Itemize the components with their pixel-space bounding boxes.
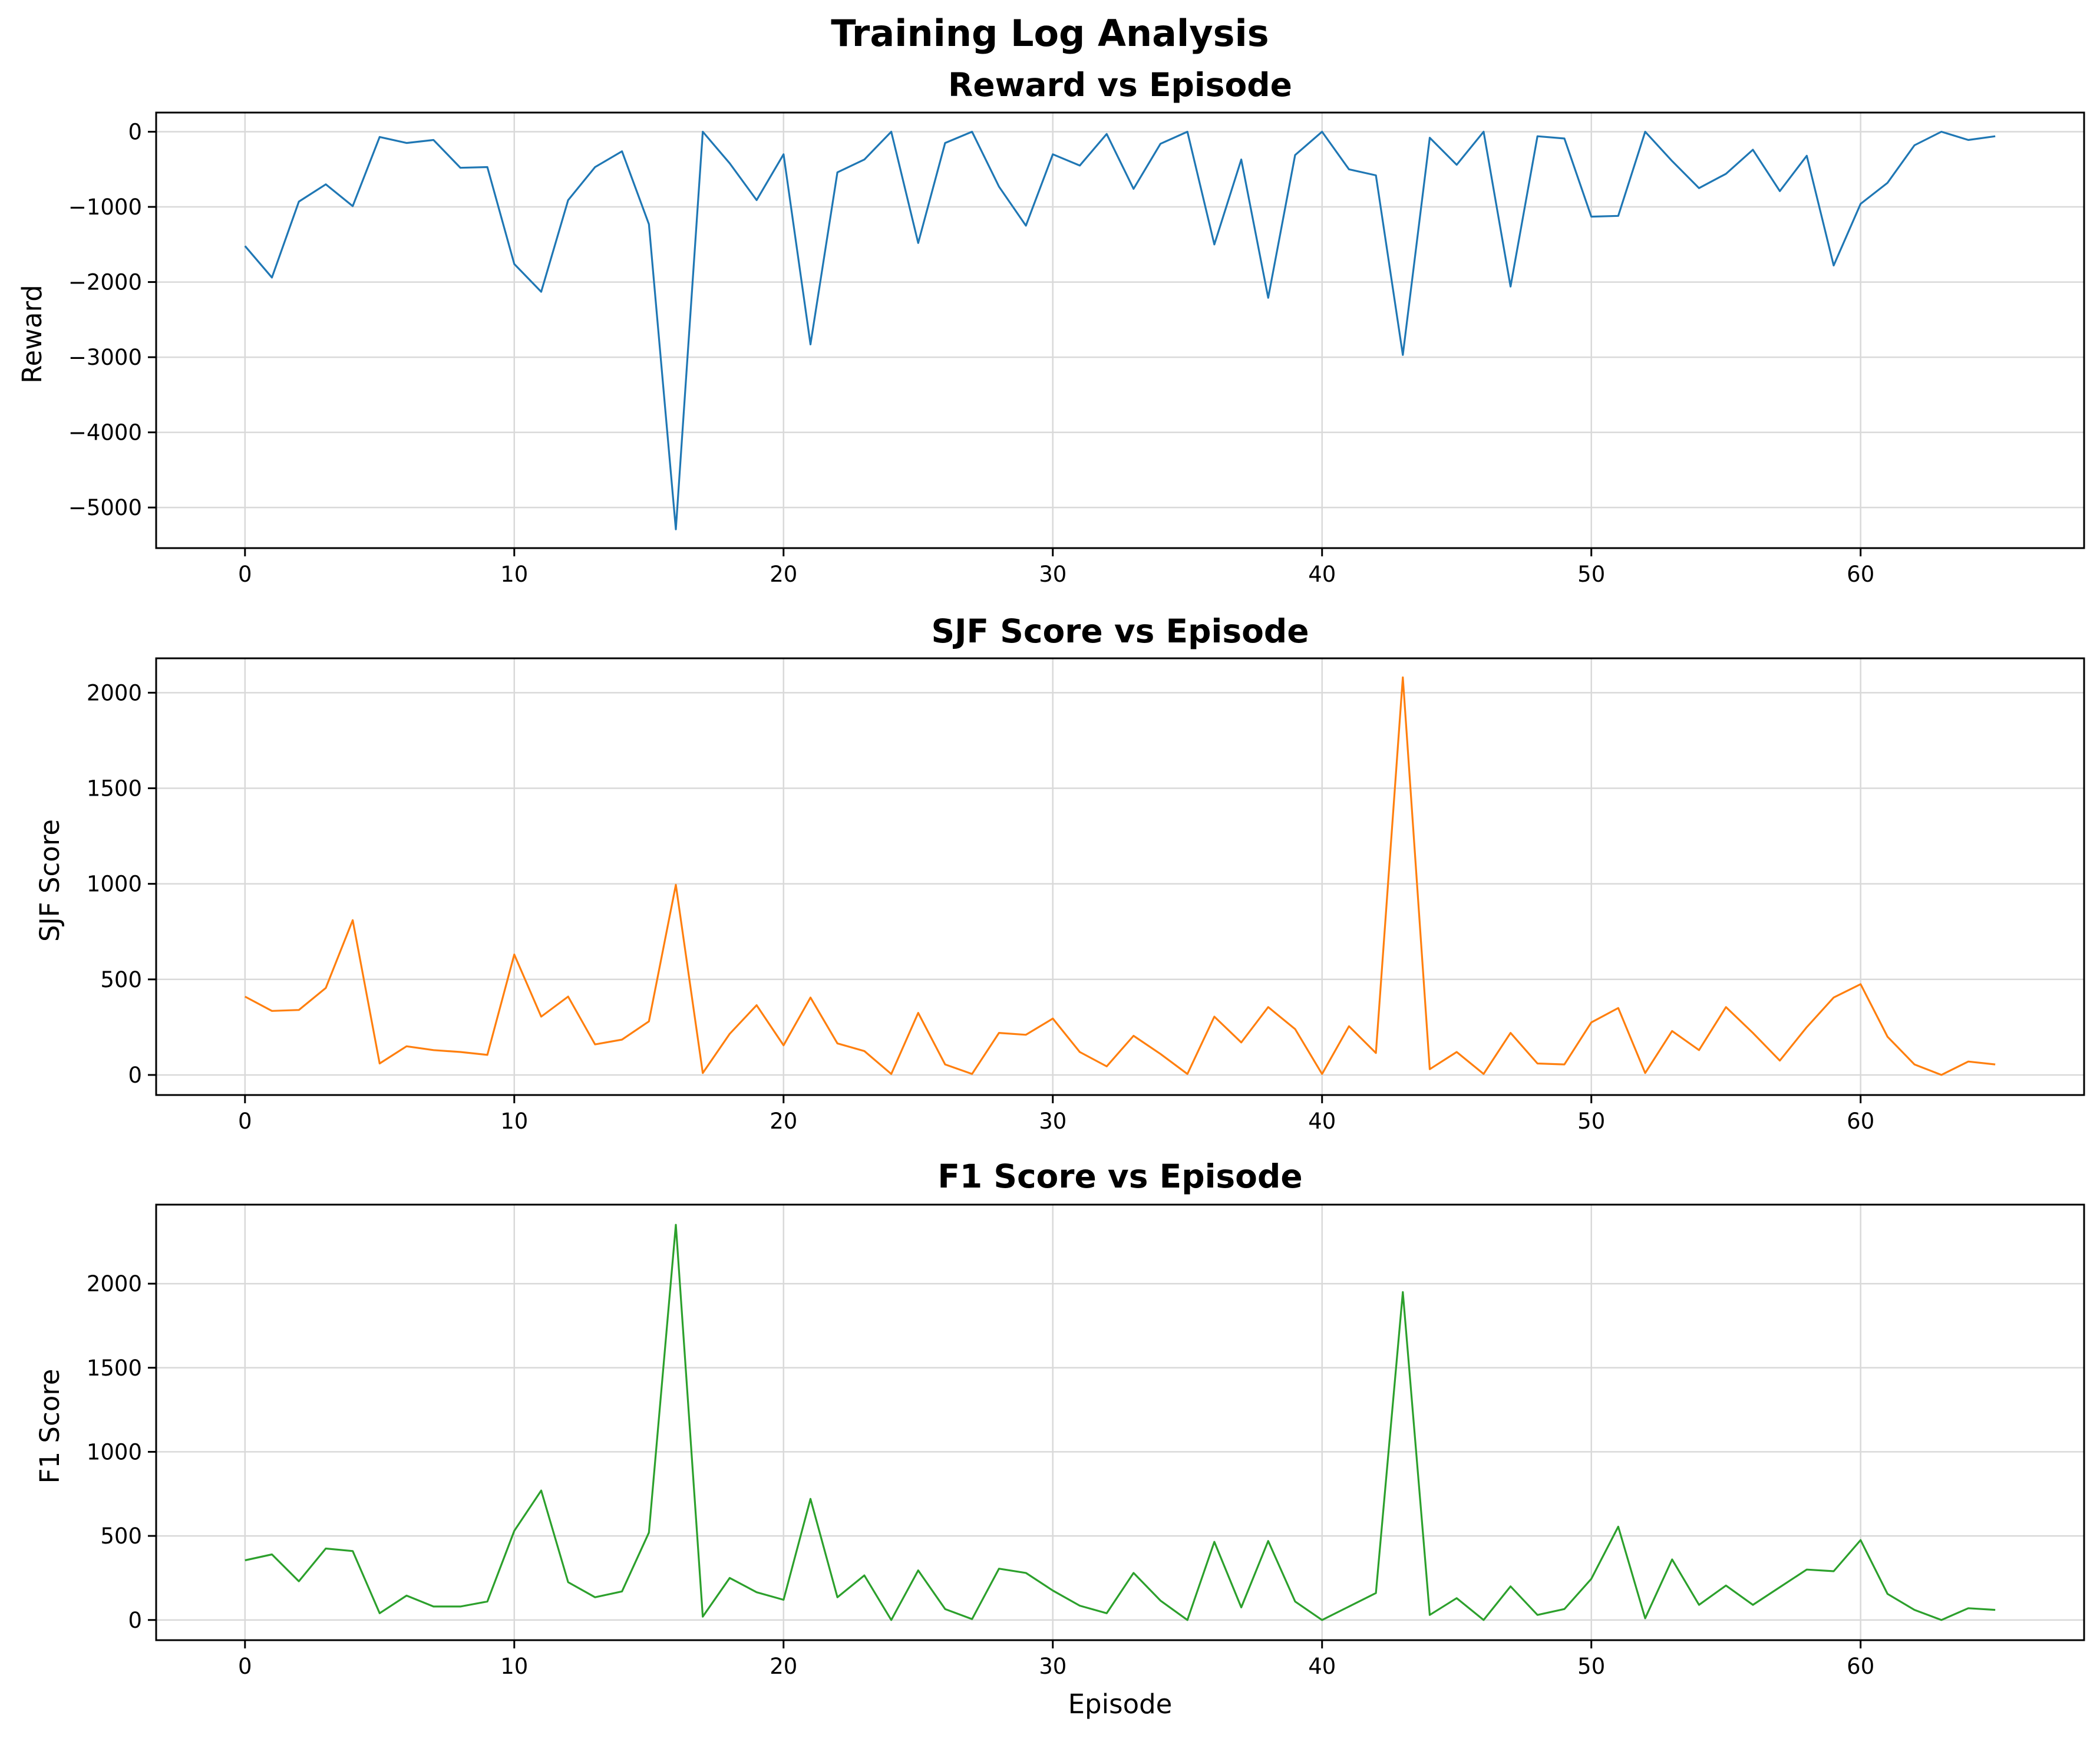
reward-y-tick-label: −1000: [68, 194, 142, 220]
sjf-y-tick-label: 500: [100, 967, 142, 992]
f1-x-tick-label: 20: [770, 1654, 797, 1679]
reward-y-tick-label: −2000: [68, 270, 142, 295]
f1-x-tick-label: 30: [1039, 1654, 1066, 1679]
sjf-chart-title: SJF Score vs Episode: [931, 612, 1309, 650]
f1-x-tick-label: 0: [238, 1654, 252, 1679]
f1-plot-area: 0 10 20 30 40 50 60 0 500 1000 1500 2000: [87, 1203, 2085, 1679]
reward-x-tick-label: 10: [500, 562, 528, 587]
sjf-y-tick-label: 1500: [87, 776, 142, 802]
reward-chart-title: Reward vs Episode: [948, 66, 1292, 104]
reward-x-tick-label: 40: [1308, 562, 1336, 587]
reward-plot-area: 0 10 20 30 40 50 60 0 −1000 −2000 −3000 −4000 −5000: [68, 111, 2085, 587]
reward-y-tick-label: 0: [128, 120, 142, 145]
reward-x-tick-label: 50: [1577, 562, 1605, 587]
reward-panel: Reward vs Episode Reward 0 10 20 30 40 50 60 0 −…: [16, 66, 2085, 587]
f1-y-axis-label: F1 Score: [34, 1369, 65, 1484]
reward-x-tick-label: 0: [238, 562, 252, 587]
reward-y-tick-label: −3000: [68, 345, 142, 370]
sjf-x-tick-label: 60: [1847, 1109, 1874, 1134]
reward-x-tick-label: 30: [1039, 562, 1066, 587]
f1-chart-title: F1 Score vs Episode: [937, 1157, 1302, 1195]
f1-x-tick-label: 40: [1308, 1654, 1336, 1679]
reward-y-tick-label: −4000: [68, 420, 142, 446]
x-axis-label: Episode: [1068, 1688, 1173, 1720]
sjf-y-axis-label: SJF Score: [34, 819, 65, 942]
reward-axes-frame: [155, 111, 2085, 549]
sjf-x-tick-label: 40: [1308, 1109, 1336, 1134]
f1-series-line: [245, 1223, 1996, 1621]
reward-x-tick-label: 20: [770, 562, 797, 587]
sjf-y-tick-label: 2000: [87, 680, 142, 705]
sjf-series-line: [245, 676, 1996, 1076]
reward-y-tick-label: −5000: [68, 495, 142, 520]
sjf-plot-area: 0 10 20 30 40 50 60 0 500 1000 1500 2000: [87, 657, 2085, 1134]
sjf-y-tick-label: 0: [128, 1063, 142, 1088]
reward-y-axis-label: Reward: [16, 285, 48, 384]
reward-series-line: [244, 130, 1996, 530]
sjf-x-tick-label: 50: [1577, 1109, 1605, 1134]
f1-y-tick-label: 1000: [87, 1439, 142, 1465]
sjf-x-tick-label: 30: [1039, 1109, 1066, 1134]
sjf-y-tick-label: 1000: [87, 872, 142, 897]
f1-x-tick-label: 50: [1577, 1654, 1605, 1679]
sjf-x-tick-label: 0: [238, 1109, 252, 1134]
sjf-x-tick-label: 10: [500, 1109, 528, 1134]
f1-x-tick-label: 60: [1847, 1654, 1874, 1679]
f1-y-tick-label: 2000: [87, 1271, 142, 1297]
f1-y-tick-label: 1500: [87, 1356, 142, 1381]
sjf-x-tick-label: 20: [770, 1109, 797, 1134]
f1-x-tick-label: 10: [500, 1654, 528, 1679]
sjf-panel: SJF Score vs Episode SJF Score 0 10 20 30 40…: [34, 612, 2085, 1134]
f1-axes-frame: [155, 1203, 2085, 1641]
sjf-axes-frame: [155, 657, 2085, 1096]
f1-y-tick-label: 0: [128, 1608, 142, 1633]
f1-panel: F1 Score vs Episode F1 Score Episode 0 10…: [34, 1157, 2085, 1720]
f1-y-tick-label: 500: [100, 1523, 142, 1549]
figure-title: Training Log Analysis: [831, 12, 1269, 55]
reward-x-tick-label: 60: [1847, 562, 1874, 587]
